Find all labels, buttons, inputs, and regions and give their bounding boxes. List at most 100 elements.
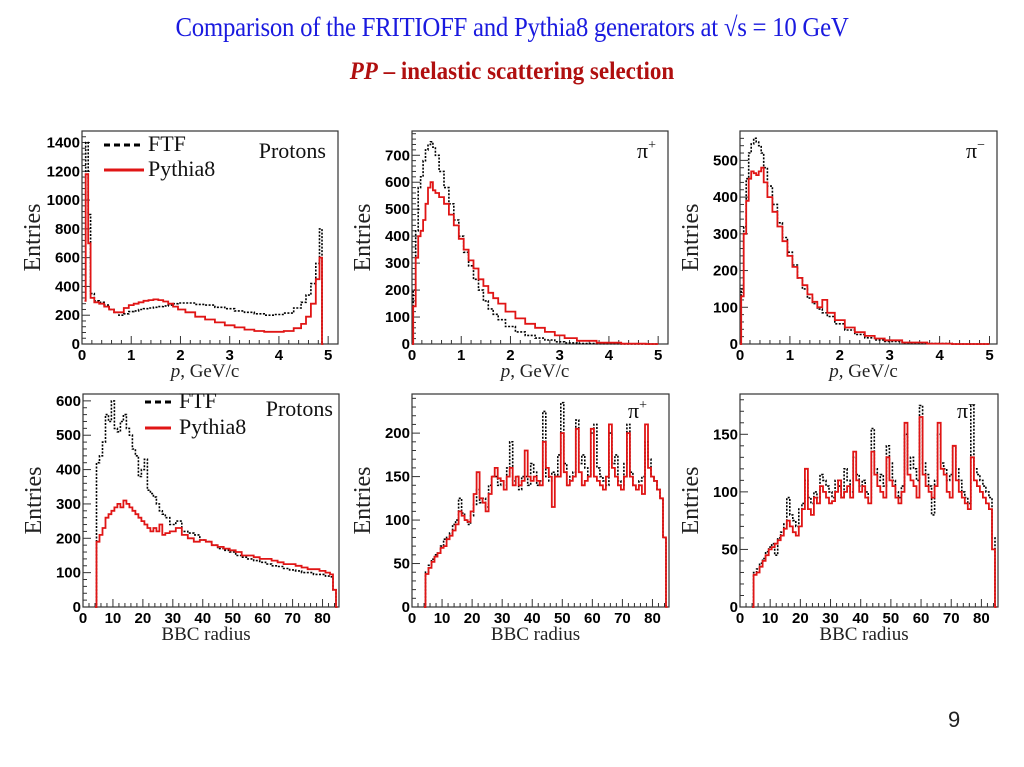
y-tick-label: 600 [55, 250, 80, 267]
legend-label-pythia8: Pythia8 [148, 156, 215, 181]
x-tick-label: 0 [736, 347, 744, 364]
x-tick-label: 70 [943, 610, 960, 627]
y-axis-title: Entries [21, 467, 47, 535]
y-axis-title: Entries [678, 467, 704, 535]
plot-frame [739, 130, 998, 345]
y-tick-label: 50 [721, 541, 738, 558]
y-tick-label: 500 [713, 152, 738, 169]
chart-panel-p-protons: 0 200 400 600 800 1000 1200 1400 0 1 2 3 4 5 p, GeV/c E… [20, 130, 339, 382]
x-axis-title-italic: p [499, 361, 511, 382]
y-tick-label: 600 [56, 393, 81, 410]
x-tick-label: 10 [762, 610, 779, 627]
x-tick-label: 4 [935, 347, 944, 364]
x-tick-label: 60 [584, 610, 601, 627]
x-tick-label: 60 [913, 610, 930, 627]
y-tick-label: 0 [730, 336, 738, 353]
plot-frame [411, 393, 670, 608]
y-tick-label: 200 [56, 530, 81, 547]
y-tick-label: 1200 [47, 163, 80, 180]
x-tick-label: 40 [524, 610, 541, 627]
pi-symbol: π [637, 138, 648, 163]
charge-superscript: − [968, 398, 976, 413]
pi-symbol: π [957, 398, 968, 423]
chart-panel-bbc-protons: 0 100 200 300 400 500 600 0 10 20 30 40 50 60 70 80 BBC … [21, 388, 340, 645]
series-ftf [740, 137, 990, 345]
x-tick-label: 70 [284, 610, 301, 627]
subtitle-italic-pp: PP [349, 58, 378, 85]
subtitle-rest: – inelastic scattering selection [377, 58, 675, 85]
y-tick-label: 400 [56, 462, 81, 479]
series-pythia8 [412, 181, 659, 345]
series-ftf [752, 404, 997, 608]
y-tick-label: 100 [385, 512, 410, 529]
legend-label-ftf: FTF [148, 131, 186, 156]
x-tick-label: 3 [556, 347, 564, 364]
x-tick-label: 2 [176, 347, 184, 364]
x-axis-title: BBC radius [491, 624, 580, 645]
y-tick-label: 150 [385, 469, 410, 486]
y-axis-title: Entries [20, 204, 46, 272]
x-tick-label: 50 [883, 610, 900, 627]
x-tick-label: 5 [985, 347, 993, 364]
x-tick-label: 0 [79, 610, 87, 627]
pi-symbol: π [628, 398, 639, 423]
x-tick-label: 80 [644, 610, 661, 627]
x-axis-title: BBC radius [161, 624, 250, 645]
x-tick-label: 5 [654, 347, 662, 364]
x-axis-title-rest: , GeV/c [839, 361, 898, 382]
x-tick-label: 1 [457, 347, 465, 364]
chart-panel-p-piminus: 0 100 200 300 400 500 0 1 2 3 4 5 p, GeV/c Entries π− [678, 130, 998, 382]
series-pythia8 [424, 423, 668, 608]
x-axis-title-rest: , GeV/c [510, 361, 569, 382]
y-tick-label: 0 [72, 336, 80, 353]
x-tick-label: 80 [973, 610, 990, 627]
x-tick-label: 10 [105, 610, 122, 627]
y-tick-label: 200 [385, 282, 410, 299]
x-tick-label: 50 [554, 610, 571, 627]
pi-symbol: π [966, 138, 977, 163]
series-ftf [412, 141, 659, 345]
y-tick-label: 100 [56, 565, 81, 582]
panel-label: π− [966, 138, 985, 163]
y-tick-label: 500 [56, 427, 81, 444]
panel-label: π− [957, 398, 976, 423]
y-tick-label: 100 [713, 484, 738, 501]
y-tick-label: 200 [713, 263, 738, 280]
y-tick-label: 100 [713, 299, 738, 316]
y-tick-label: 400 [385, 228, 410, 245]
slide-subtitle: PP – inelastic scattering selection [41, 58, 983, 86]
plot-frame [82, 393, 340, 608]
x-tick-label: 50 [224, 610, 241, 627]
x-axis-title: p, GeV/c [169, 361, 240, 382]
x-axis-title-rest: , GeV/c [180, 361, 239, 382]
legend-label-pythia8: Pythia8 [179, 414, 246, 439]
y-tick-label: 400 [713, 189, 738, 206]
x-axis-title: p, GeV/c [499, 361, 570, 382]
y-tick-label: 500 [385, 201, 410, 218]
x-tick-label: 40 [852, 610, 869, 627]
series-pythia8 [740, 166, 990, 345]
x-tick-label: 40 [194, 610, 211, 627]
x-tick-label: 0 [408, 610, 416, 627]
y-tick-label: 300 [385, 255, 410, 272]
plot-frame [411, 130, 669, 345]
series-pythia8 [752, 416, 997, 608]
x-tick-label: 2 [836, 347, 844, 364]
y-tick-label: 150 [713, 426, 738, 443]
y-axis-title: Entries [350, 467, 376, 535]
y-tick-label: 700 [385, 147, 410, 164]
y-tick-label: 0 [730, 599, 738, 616]
series-pythia8 [95, 499, 338, 608]
x-tick-label: 0 [736, 610, 744, 627]
x-tick-label: 20 [135, 610, 152, 627]
y-tick-label: 800 [55, 221, 80, 238]
x-tick-label: 4 [605, 347, 614, 364]
y-tick-label: 600 [385, 174, 410, 191]
panel-label: π+ [628, 398, 647, 423]
y-tick-label: 0 [402, 599, 410, 616]
x-axis-title-italic: p [169, 361, 181, 382]
x-tick-label: 2 [506, 347, 514, 364]
